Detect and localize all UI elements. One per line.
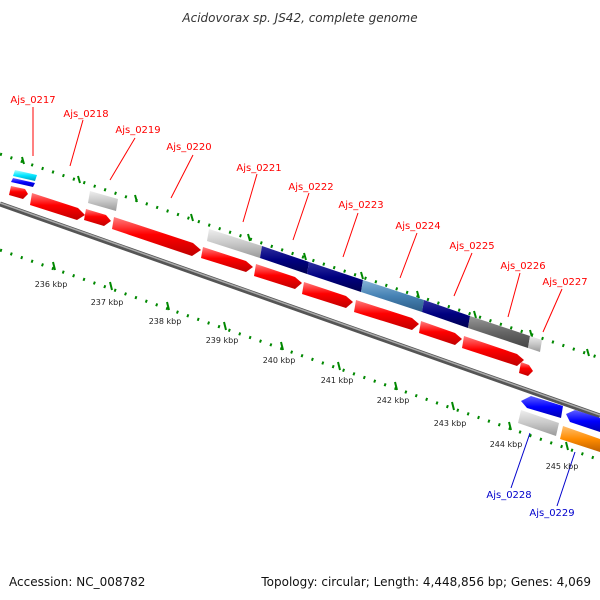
gene-feature <box>307 262 363 292</box>
gene-feature <box>9 186 28 199</box>
gene-label-ajs-0220[interactable]: Ajs_0220 <box>166 142 211 153</box>
gene-label-ajs-0218[interactable]: Ajs_0218 <box>63 109 108 120</box>
reverse-tick-track <box>0 248 600 462</box>
gene-label-ajs-0217[interactable]: Ajs_0217 <box>10 95 55 106</box>
gene-label-ajs-0225[interactable]: Ajs_0225 <box>449 241 494 252</box>
gene-feature <box>468 316 530 348</box>
scale-labels: 236 kbp 237 kbp 238 kbp 239 kbp 240 kbp … <box>35 280 579 471</box>
reverse-gene-features <box>518 396 600 452</box>
scale-label: 237 kbp <box>91 298 124 307</box>
scale-label: 236 kbp <box>35 280 68 289</box>
forward-gene-features <box>9 170 542 376</box>
scale-label: 241 kbp <box>321 376 354 385</box>
gene-label-ajs-0219[interactable]: Ajs_0219 <box>115 125 160 136</box>
scale-label: 238 kbp <box>149 317 182 326</box>
gene-feature <box>11 178 35 187</box>
gene-feature <box>302 282 353 308</box>
gene-feature <box>201 247 253 272</box>
gene-label-ajs-0226[interactable]: Ajs_0226 <box>500 261 545 272</box>
gene-feature <box>13 170 37 181</box>
gene-label-ajs-0223[interactable]: Ajs_0223 <box>338 200 383 211</box>
forward-tick-track <box>0 152 600 360</box>
gene-feature <box>560 426 600 452</box>
scale-label: 244 kbp <box>490 440 523 449</box>
gene-feature <box>207 229 262 258</box>
reverse-major-ticks <box>52 261 569 451</box>
gene-feature <box>361 280 424 312</box>
forward-leader-lines <box>32 107 563 333</box>
scale-label: 242 kbp <box>377 396 410 405</box>
reverse-gene-labels: Ajs_0228 Ajs_0229 <box>486 490 574 519</box>
scale-label: 239 kbp <box>206 336 239 345</box>
gene-label-ajs-0221[interactable]: Ajs_0221 <box>236 163 281 174</box>
gene-feature <box>566 410 600 432</box>
gene-feature <box>422 300 470 328</box>
scale-label: 245 kbp <box>546 462 579 471</box>
forward-gene-labels: Ajs_0217 Ajs_0218 Ajs_0219 Ajs_0220 Ajs_… <box>10 95 587 288</box>
accession-text: Accession: NC_008782 <box>9 575 145 589</box>
map-title: Acidovorax sp. JS42, complete genome <box>181 11 417 25</box>
gene-label-ajs-0224[interactable]: Ajs_0224 <box>395 221 440 232</box>
genome-summary-text: Topology: circular; Length: 4,448,856 bp… <box>260 575 591 589</box>
gene-feature <box>519 362 533 376</box>
scale-label: 243 kbp <box>434 419 467 428</box>
gene-label-ajs-0222[interactable]: Ajs_0222 <box>288 182 333 193</box>
reverse-leader-lines <box>510 432 576 507</box>
gene-label-ajs-0228[interactable]: Ajs_0228 <box>486 490 531 501</box>
gene-feature <box>462 336 524 366</box>
gene-feature <box>260 246 309 274</box>
gene-label-ajs-0229[interactable]: Ajs_0229 <box>529 508 574 519</box>
gene-feature <box>84 209 111 226</box>
gene-feature <box>112 217 201 256</box>
forward-major-ticks <box>21 156 590 357</box>
gene-feature <box>30 193 85 220</box>
gene-label-ajs-0227[interactable]: Ajs_0227 <box>542 277 587 288</box>
gene-feature <box>354 300 419 330</box>
gene-feature <box>521 396 563 418</box>
gene-feature <box>88 191 118 211</box>
genome-backbone <box>0 201 600 419</box>
scale-label: 240 kbp <box>263 356 296 365</box>
gene-feature <box>419 321 462 345</box>
gene-feature <box>518 410 559 436</box>
gene-feature <box>254 264 302 289</box>
gene-feature <box>528 336 542 352</box>
